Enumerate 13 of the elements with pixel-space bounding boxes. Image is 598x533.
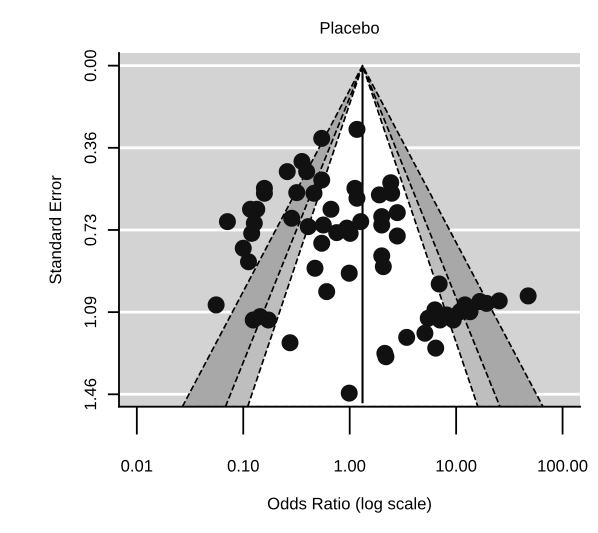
- y-tick-label: 0.73: [84, 214, 96, 246]
- y-tick-label: 0.00: [84, 50, 96, 82]
- x-axis-title: Odds Ratio (log scale): [268, 497, 431, 513]
- y-tick-label: 1.09: [84, 296, 96, 328]
- x-tick-label: 1.00: [334, 460, 366, 472]
- y-tick-label: 1.46: [84, 378, 96, 410]
- chart-title: Placebo: [320, 22, 379, 34]
- x-tick-label: 0.01: [121, 460, 152, 472]
- x-tick-label: 10.00: [436, 460, 476, 472]
- y-axis-title: Standard Error: [49, 175, 62, 284]
- y-tick-label: 0.36: [84, 132, 96, 164]
- x-tick-label: 100.00: [538, 460, 588, 472]
- x-tick-label: 0.10: [228, 460, 259, 472]
